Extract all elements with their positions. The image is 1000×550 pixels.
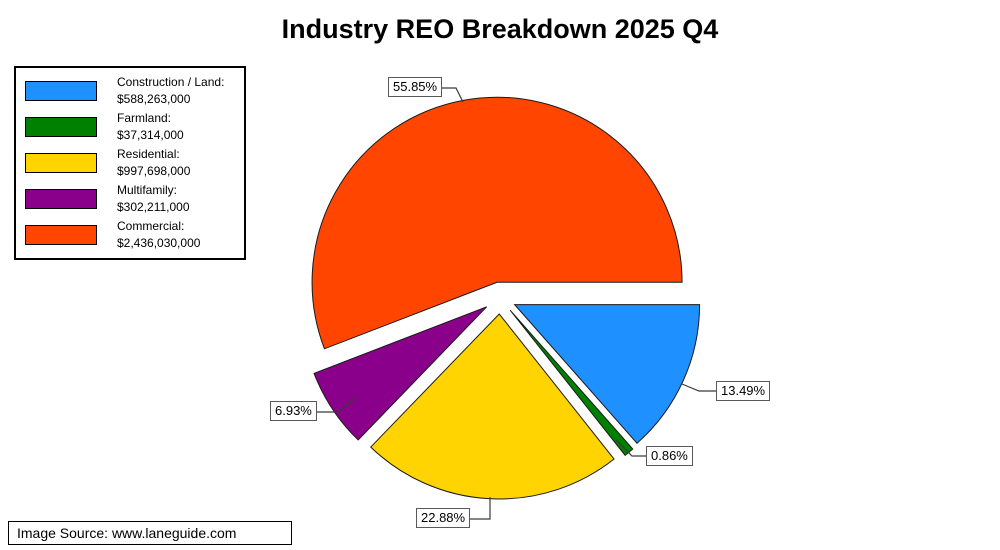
- legend-item-residential: Residential: $997,698,000: [25, 145, 240, 181]
- leader-lines: [317, 87, 717, 520]
- legend-label: Multifamily: $302,211,000: [117, 182, 190, 216]
- legend-swatch-farmland: [25, 117, 97, 137]
- image-source-caption: Image Source: www.laneguide.com: [8, 521, 292, 545]
- legend-item-name: Multifamily:: [117, 183, 178, 197]
- legend-item-farmland: Farmland: $37,314,000: [25, 109, 240, 145]
- legend-swatch-residential: [25, 153, 97, 173]
- leader-line-commercial: [441, 87, 464, 103]
- legend-item-multifamily: Multifamily: $302,211,000: [25, 181, 240, 217]
- legend-item-value: $997,698,000: [117, 164, 191, 178]
- legend-item-value: $302,211,000: [117, 200, 190, 214]
- pie-slice-construction-land: [513, 304, 701, 444]
- legend-item-value: $2,436,030,000: [117, 236, 201, 250]
- percent-callout-farmland: 0.86%: [646, 446, 693, 466]
- legend-item-name: Construction / Land:: [117, 75, 225, 89]
- legend-item-name: Commercial:: [117, 219, 185, 233]
- legend-item-name: Farmland:: [117, 111, 172, 125]
- percent-callout-residential: 22.88%: [416, 508, 471, 528]
- legend-item-construction-land: Construction / Land: $588,263,000: [25, 73, 240, 109]
- percent-callout-multifamily: 6.93%: [270, 401, 317, 421]
- legend-label: Commercial: $2,436,030,000: [117, 218, 200, 252]
- legend-item-name: Residential:: [117, 147, 180, 161]
- percent-callout-commercial: 55.85%: [388, 77, 443, 97]
- legend-item-value: $37,314,000: [117, 128, 184, 142]
- legend-swatch-multifamily: [25, 189, 97, 209]
- legend-item-commercial: Commercial: $2,436,030,000: [25, 217, 240, 253]
- legend-label: Construction / Land: $588,263,000: [117, 74, 224, 108]
- legend-item-value: $588,263,000: [117, 92, 191, 106]
- legend-swatch-commercial: [25, 225, 97, 245]
- legend-swatch-construction-land: [25, 81, 97, 101]
- pie-slice-commercial: [311, 96, 683, 350]
- leader-line-residential: [468, 497, 491, 520]
- leader-line-construction: [681, 383, 717, 392]
- leader-line-farmland: [615, 439, 647, 457]
- chart-title: Industry REO Breakdown 2025 Q4: [281, 14, 719, 44]
- leader-line-multifamily: [317, 396, 357, 413]
- pie-slice-multifamily: [313, 306, 488, 441]
- legend-box: Construction / Land: $588,263,000 Farmla…: [14, 66, 246, 260]
- pie-slices: [311, 96, 701, 500]
- legend-label: Residential: $997,698,000: [117, 146, 190, 180]
- legend-label: Farmland: $37,314,000: [117, 110, 184, 144]
- percent-callout-construction: 13.49%: [716, 381, 771, 401]
